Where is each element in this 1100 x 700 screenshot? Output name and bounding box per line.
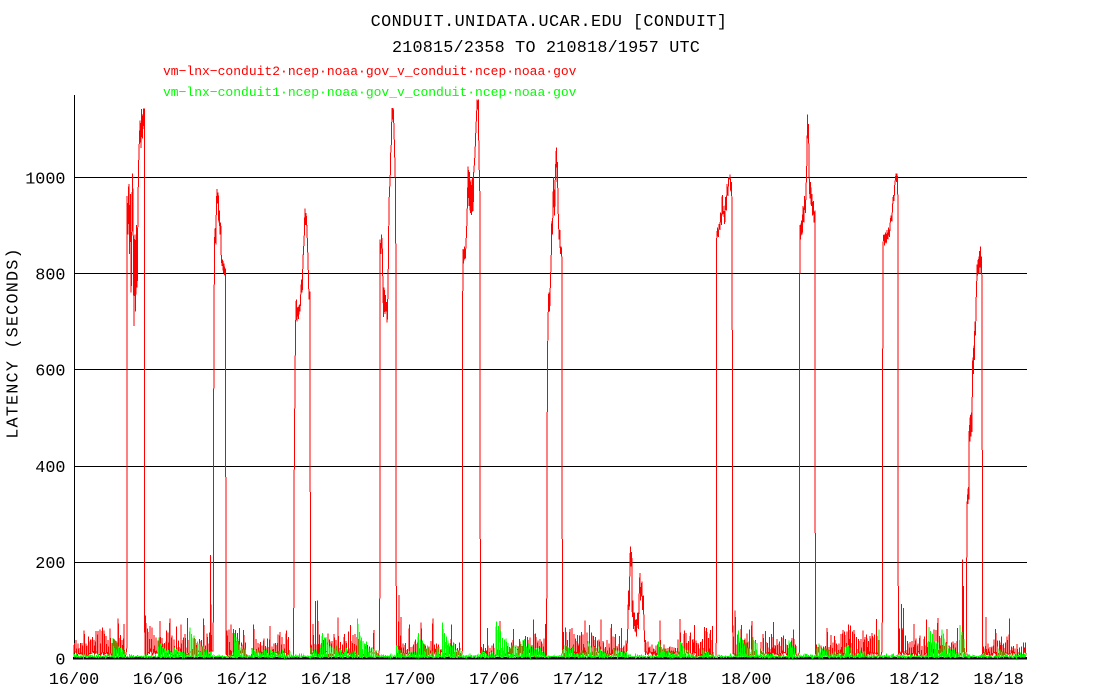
svg-text:800: 800 [35,267,65,286]
svg-text:600: 600 [35,363,65,382]
svg-text:17/06: 17/06 [469,671,519,690]
svg-text:17/12: 17/12 [553,671,603,690]
svg-text:16/12: 16/12 [217,671,267,690]
svg-text:CONDUIT.UNIDATA.UCAR.EDU [COND: CONDUIT.UNIDATA.UCAR.EDU [CONDUIT] [371,13,728,32]
svg-text:0: 0 [55,651,65,670]
svg-text:LATENCY (SECONDS): LATENCY (SECONDS) [5,247,24,439]
svg-text:200: 200 [35,555,65,574]
svg-text:210815/2358 TO 210818/1957 UTC: 210815/2358 TO 210818/1957 UTC [392,39,700,58]
svg-text:18/06: 18/06 [805,671,855,690]
svg-text:18/18: 18/18 [973,671,1023,690]
svg-text:400: 400 [35,459,65,478]
svg-text:vm−lnx−conduit1·ncep·noaa·gov_: vm−lnx−conduit1·ncep·noaa·gov_v_conduit·… [163,85,577,100]
svg-text:18/12: 18/12 [889,671,939,690]
svg-text:17/18: 17/18 [637,671,687,690]
svg-text:16/18: 16/18 [301,671,351,690]
svg-text:vm−lnx−conduit2·ncep·noaa·gov_: vm−lnx−conduit2·ncep·noaa·gov_v_conduit·… [163,64,577,79]
svg-text:18/00: 18/00 [721,671,771,690]
svg-text:17/00: 17/00 [385,671,435,690]
svg-text:16/06: 16/06 [133,671,183,690]
svg-text:16/00: 16/00 [49,671,99,690]
svg-text:1000: 1000 [25,170,65,189]
